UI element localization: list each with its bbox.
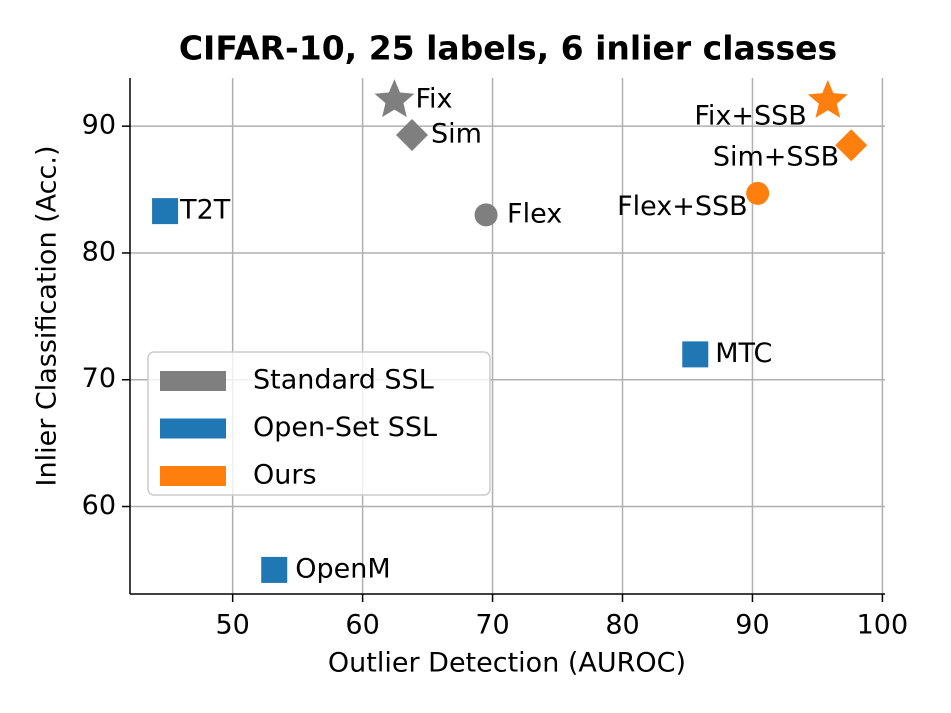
y-tick-label: 90 bbox=[82, 110, 116, 141]
legend-label: Open-Set SSL bbox=[253, 412, 437, 443]
square-marker bbox=[682, 341, 709, 368]
point-label: OpenM bbox=[295, 553, 390, 584]
x-tick-label: 90 bbox=[735, 610, 769, 641]
legend-label: Standard SSL bbox=[253, 365, 434, 396]
x-tick-label: 50 bbox=[215, 610, 249, 641]
x-tick-label: 60 bbox=[345, 610, 379, 641]
legend-swatch bbox=[160, 418, 226, 439]
y-tick-label: 80 bbox=[82, 236, 116, 267]
square-marker bbox=[261, 556, 288, 583]
point-label: Sim bbox=[431, 119, 482, 150]
legend-swatch bbox=[160, 466, 226, 486]
x-axis-label: Outlier Detection (AUROC) bbox=[328, 648, 686, 679]
point-label: Flex+SSB bbox=[617, 191, 748, 222]
star-marker bbox=[374, 79, 415, 118]
point-label: Flex bbox=[507, 198, 562, 229]
x-tick-label: 100 bbox=[857, 610, 909, 641]
point-label: Fix+SSB bbox=[694, 100, 806, 131]
y-tick-label: 60 bbox=[82, 490, 116, 521]
legend: Standard SSL Open-Set SSL Ours bbox=[147, 351, 491, 496]
x-tick-label: 80 bbox=[605, 610, 639, 641]
star-marker bbox=[807, 79, 848, 118]
legend-swatch bbox=[160, 371, 226, 391]
circle-marker bbox=[474, 203, 498, 227]
legend-label: Ours bbox=[253, 460, 317, 491]
y-tick-label: 70 bbox=[82, 363, 116, 394]
legend-frame bbox=[147, 351, 491, 496]
x-tick-label: 70 bbox=[475, 610, 509, 641]
square-marker bbox=[152, 198, 179, 225]
y-axis-label: Inlier Classification (Acc.) bbox=[32, 146, 63, 487]
diamond-marker bbox=[835, 129, 868, 162]
chart-title: CIFAR-10, 25 labels, 6 inlier classes bbox=[179, 29, 837, 68]
point-label: T2T bbox=[179, 195, 231, 226]
diamond-marker bbox=[395, 119, 428, 152]
point-label: Sim+SSB bbox=[713, 142, 839, 173]
point-label: Fix bbox=[415, 84, 452, 115]
point-label: MTC bbox=[715, 338, 772, 369]
circle-marker bbox=[746, 181, 770, 205]
